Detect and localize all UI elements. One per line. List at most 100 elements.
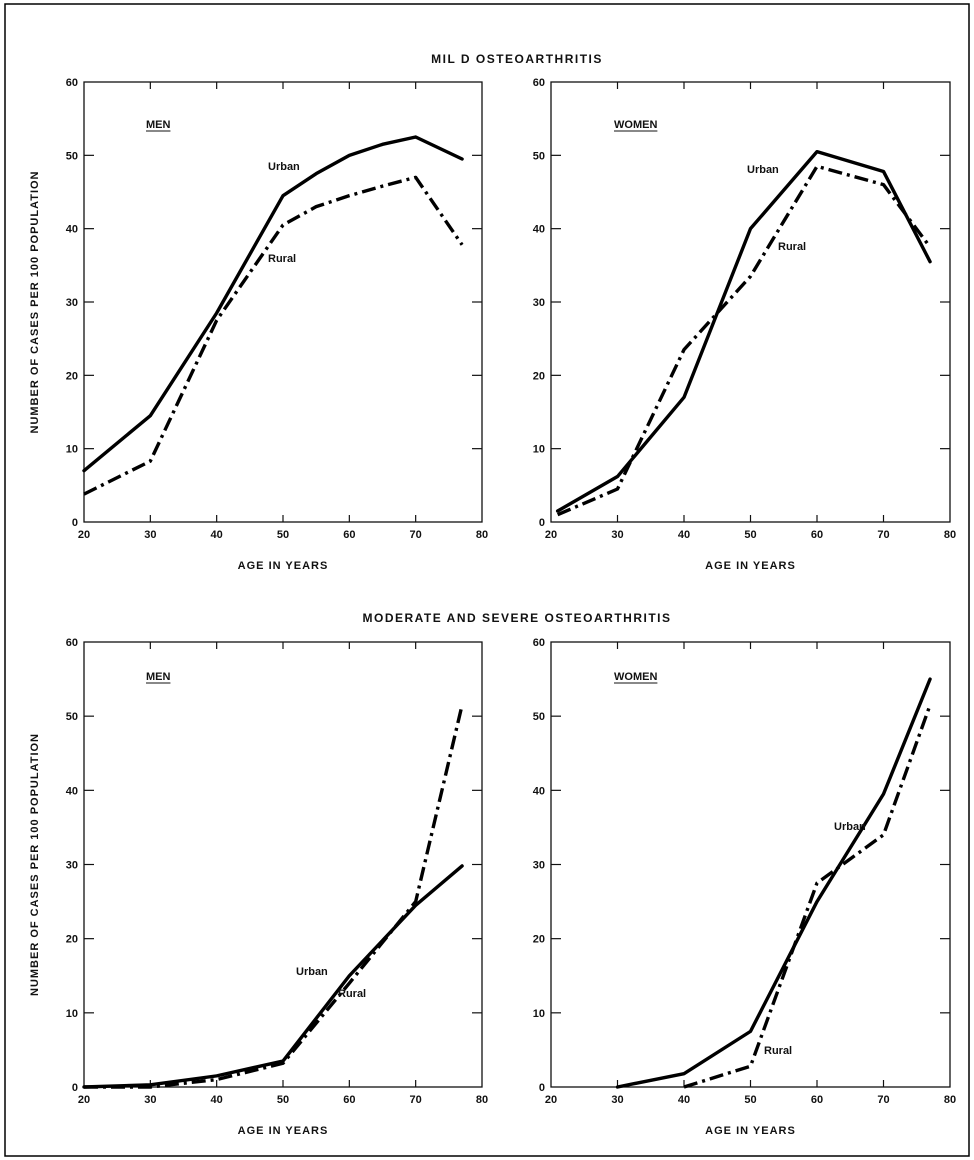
- x-tick-label: 20: [545, 1094, 557, 1106]
- x-tick-label: 80: [476, 529, 488, 541]
- data-point-rural: [616, 487, 620, 491]
- y-axis-title: NUMBER OF CASES PER 100 POPULATION: [29, 733, 41, 996]
- y-tick-label: 50: [66, 150, 78, 162]
- data-point-rural: [460, 243, 464, 247]
- series-label-rural: Rural: [338, 988, 366, 1000]
- data-point-rural: [928, 245, 932, 249]
- data-point-rural: [815, 164, 819, 168]
- x-tick-label: 50: [744, 1094, 756, 1106]
- data-point-urban: [749, 1029, 753, 1033]
- x-tick-label: 20: [545, 529, 557, 541]
- y-tick-label: 0: [539, 1082, 545, 1094]
- y-tick-label: 60: [66, 77, 78, 89]
- y-tick-label: 50: [533, 150, 545, 162]
- series-line-urban: [82, 864, 464, 1089]
- x-axis-title: AGE IN YEARS: [705, 1125, 796, 1137]
- series-line-urban: [82, 135, 464, 473]
- y-tick-label: 10: [533, 1008, 545, 1020]
- data-point-urban: [928, 677, 932, 681]
- x-tick-label: 20: [78, 1094, 90, 1106]
- y-tick-label: 40: [66, 224, 78, 236]
- panel-label: WOMEN: [614, 671, 657, 683]
- data-point-urban: [148, 414, 152, 418]
- x-tick-label: 40: [678, 529, 690, 541]
- y-tick-label: 30: [533, 860, 545, 872]
- x-tick-label: 60: [811, 1094, 823, 1106]
- data-point-rural: [882, 833, 886, 837]
- series-line-urban: [555, 149, 932, 513]
- data-point-rural: [460, 703, 464, 707]
- plot-area: [83, 641, 483, 1088]
- data-point-urban: [414, 135, 418, 139]
- data-point-urban: [616, 1085, 620, 1089]
- data-point-urban: [882, 169, 886, 173]
- series-line-rural: [84, 704, 464, 1089]
- series-label-rural: Rural: [268, 253, 296, 265]
- data-point-rural: [281, 223, 285, 227]
- x-tick-label: 70: [877, 529, 889, 541]
- data-point-rural: [347, 981, 351, 985]
- series-line-rural: [683, 704, 932, 1089]
- x-tick-label: 80: [476, 1094, 488, 1106]
- y-tick-label: 30: [66, 860, 78, 872]
- data-point-urban: [82, 469, 86, 473]
- x-tick-label: 30: [611, 1094, 623, 1106]
- series-label-urban: Urban: [296, 966, 328, 978]
- data-point-rural: [215, 318, 219, 322]
- y-tick-label: 20: [66, 934, 78, 946]
- panel-label: MEN: [146, 119, 171, 131]
- data-point-rural: [381, 184, 385, 188]
- panel-label: WOMEN: [614, 119, 657, 131]
- x-tick-label: 30: [611, 529, 623, 541]
- plot-area: [83, 81, 483, 523]
- data-point-rural: [556, 513, 560, 517]
- x-tick-label: 40: [211, 1094, 223, 1106]
- y-tick-label: 40: [533, 785, 545, 797]
- figure-frame: [4, 3, 970, 1157]
- y-tick-label: 0: [539, 517, 545, 529]
- y-tick-label: 20: [533, 370, 545, 382]
- data-point-rural: [82, 1085, 86, 1089]
- section-title-mild: MIL D OSTEOARTHRITIS: [431, 52, 603, 66]
- data-point-rural: [215, 1078, 219, 1082]
- y-tick-label: 10: [66, 444, 78, 456]
- data-point-rural: [281, 1061, 285, 1065]
- series-label-urban: Urban: [747, 164, 779, 176]
- x-tick-label: 60: [343, 1094, 355, 1106]
- data-point-rural: [314, 205, 318, 209]
- y-tick-label: 20: [533, 934, 545, 946]
- data-point-rural: [148, 459, 152, 463]
- data-point-urban: [682, 1072, 686, 1076]
- series-label-rural: Rural: [764, 1045, 792, 1057]
- data-point-rural: [882, 183, 886, 187]
- x-tick-label: 20: [78, 529, 90, 541]
- plot-area: [550, 81, 951, 523]
- series-line-rural: [83, 175, 464, 496]
- data-point-urban: [882, 792, 886, 796]
- x-tick-label: 50: [277, 1094, 289, 1106]
- y-tick-label: 60: [66, 637, 78, 649]
- plot-area: [550, 641, 951, 1088]
- data-point-urban: [215, 311, 219, 315]
- x-tick-label: 60: [343, 529, 355, 541]
- series-label-rural: Rural: [778, 241, 806, 253]
- y-tick-label: 50: [66, 711, 78, 723]
- data-point-rural: [682, 1085, 686, 1089]
- data-point-urban: [815, 900, 819, 904]
- data-point-urban: [215, 1074, 219, 1078]
- data-point-rural: [928, 703, 932, 707]
- data-point-urban: [460, 864, 464, 868]
- data-point-urban: [616, 475, 620, 479]
- y-axis-title: NUMBER OF CASES PER 100 POPULATION: [29, 171, 41, 434]
- x-axis-title: AGE IN YEARS: [238, 560, 329, 572]
- data-point-rural: [749, 274, 753, 278]
- x-tick-label: 30: [144, 529, 156, 541]
- y-tick-label: 0: [72, 1082, 78, 1094]
- x-tick-label: 40: [678, 1094, 690, 1106]
- data-point-rural: [347, 194, 351, 198]
- x-tick-label: 30: [144, 1094, 156, 1106]
- data-point-urban: [815, 150, 819, 154]
- y-tick-label: 10: [66, 1008, 78, 1020]
- x-tick-label: 50: [277, 529, 289, 541]
